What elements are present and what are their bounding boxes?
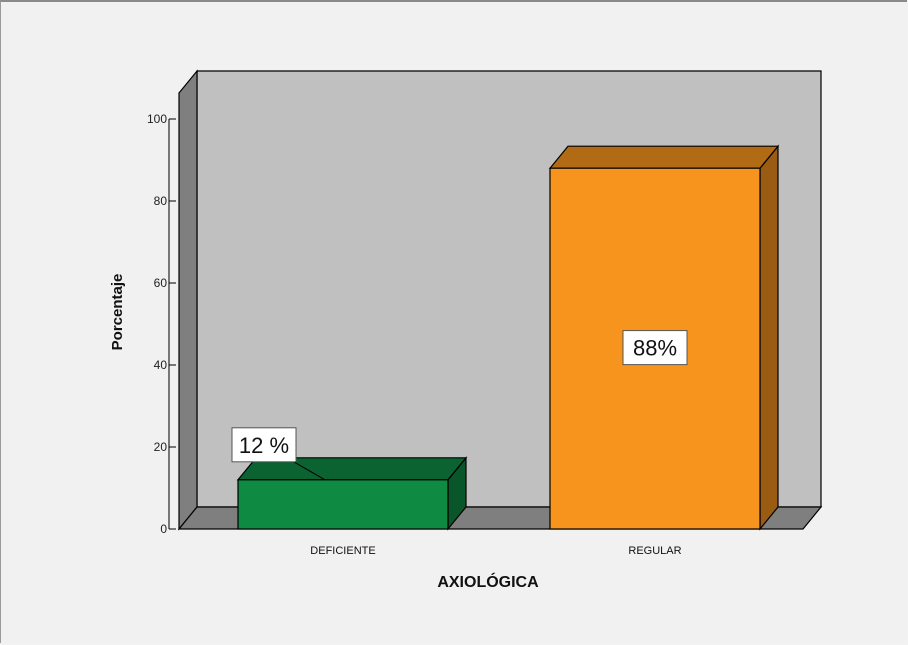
bar-top [548,145,780,169]
y-tick-label: 0 [160,522,167,536]
x-tick-label: DEFICIENTE [310,545,375,557]
y-tick-label: 40 [154,358,168,372]
chart-side-wall [178,69,198,531]
y-axis-ticks: 0 20 40 60 80 100 [147,112,176,536]
y-tick-label: 60 [154,276,168,290]
bar-deficiente [236,456,468,531]
data-label-text: 88% [633,336,677,361]
bar-front [237,479,449,530]
data-label-regular: 88% [622,330,688,366]
bar-side [759,144,779,531]
data-label-leader [291,460,326,481]
y-tick-label: 80 [154,194,168,208]
y-tick-label: 100 [147,112,167,126]
data-label-deficiente: 12 % [231,427,326,481]
x-tick-label: REGULAR [628,545,681,557]
x-axis-title: AXIOLÓGICA [437,572,539,591]
data-label-box [231,427,297,463]
x-axis-categories: DEFICIENTE REGULAR [310,545,681,557]
y-tick-label: 20 [154,440,168,454]
y-axis-title: Porcentaje [109,274,126,351]
data-label-text: 12 % [239,433,289,458]
data-labels: 12 % 88% [231,330,688,481]
data-label-box [622,330,688,366]
